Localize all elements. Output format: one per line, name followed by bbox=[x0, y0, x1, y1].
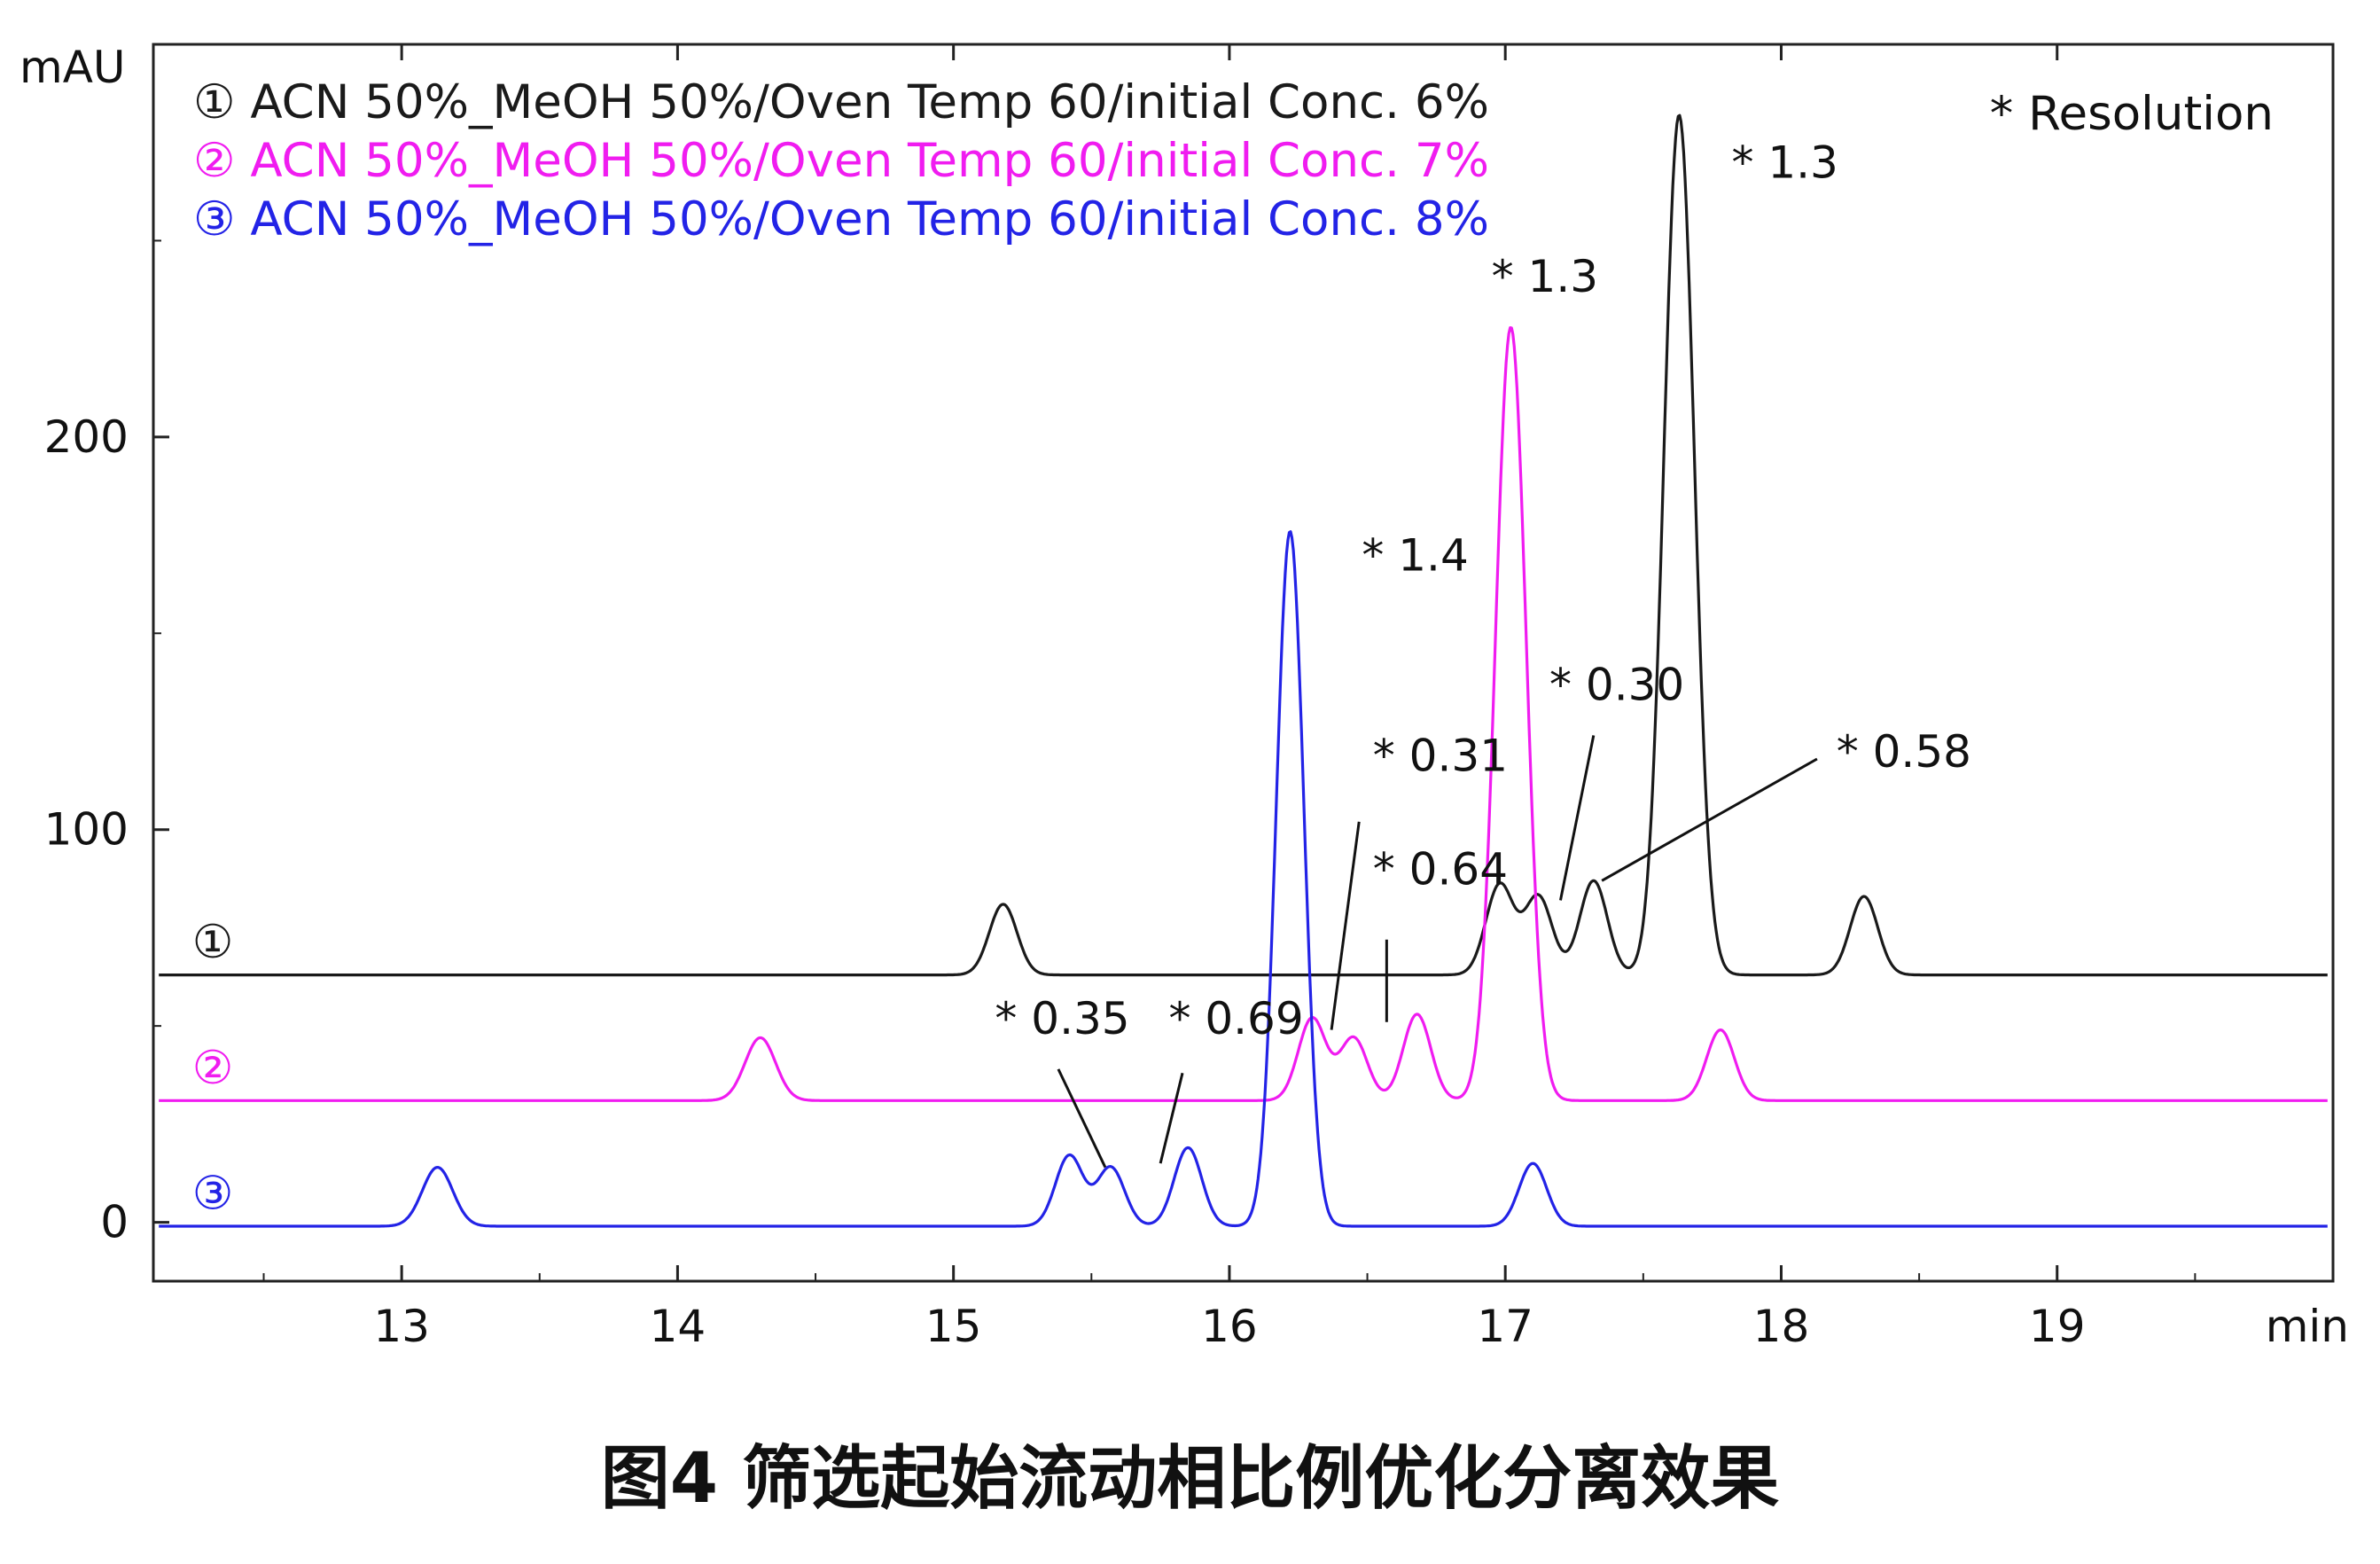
annotation-leader bbox=[1330, 821, 1361, 1030]
x-tick-label: 13 bbox=[373, 1301, 430, 1352]
y-axis-label: mAU bbox=[20, 42, 126, 93]
figure-caption: 图4 筛选起始流动相比例优化分离效果 bbox=[600, 1439, 1780, 1519]
y-tick-label: 200 bbox=[44, 411, 129, 463]
annotation-leader bbox=[1601, 757, 1818, 882]
resolution-label: * 0.69 bbox=[1168, 993, 1303, 1044]
y-tick-label: 100 bbox=[44, 804, 129, 856]
y-tick-label: 0 bbox=[100, 1197, 129, 1248]
annotation-leaders bbox=[1057, 735, 1818, 1169]
x-tick-label: 17 bbox=[1477, 1301, 1533, 1352]
series-marker-2: ② bbox=[192, 1042, 234, 1095]
resolution-label: * 1.4 bbox=[1362, 529, 1468, 581]
resolution-label: * 0.35 bbox=[995, 993, 1129, 1044]
legend-entry-3: ③ ACN 50%_MeOH 50%/Oven Temp 60/initial … bbox=[193, 192, 1489, 246]
x-tick-label: 15 bbox=[925, 1301, 982, 1352]
x-axis-label: min bbox=[2266, 1301, 2349, 1352]
series-marker-3: ③ bbox=[192, 1168, 234, 1221]
annotation-labels: * 1.3 * 1.3 * 1.4 * 0.31 * 0.64 * 0.30 * 0.58 *… bbox=[995, 137, 1971, 1044]
resolution-label: * 0.64 bbox=[1373, 844, 1508, 895]
legend-note: * Resolution bbox=[1990, 87, 2274, 141]
annotation-leader bbox=[1558, 735, 1596, 901]
x-tick-label: 14 bbox=[650, 1301, 706, 1352]
legend: ① ACN 50%_MeOH 50%/Oven Temp 60/initial … bbox=[193, 75, 2274, 246]
annotation-leader bbox=[1057, 1068, 1107, 1169]
resolution-label: * 0.58 bbox=[1837, 726, 1971, 778]
x-tick-label: 19 bbox=[2029, 1301, 2086, 1352]
plot-frame bbox=[152, 43, 2335, 1283]
legend-entry-2: ② ACN 50%_MeOH 50%/Oven Temp 60/initial … bbox=[193, 134, 1489, 188]
series-line-2 bbox=[159, 326, 2328, 1102]
annotation-leader bbox=[1159, 1072, 1184, 1164]
legend-entry-1: ① ACN 50%_MeOH 50%/Oven Temp 60/initial … bbox=[193, 75, 1489, 129]
series-line-3 bbox=[159, 530, 2328, 1228]
traces: ① ② ③ bbox=[159, 113, 2328, 1228]
x-tick-label: 18 bbox=[1753, 1301, 1810, 1352]
resolution-label: * 0.31 bbox=[1373, 730, 1508, 781]
series-line-1 bbox=[159, 113, 2328, 977]
resolution-label: * 1.3 bbox=[1731, 137, 1838, 189]
series-marker-1: ① bbox=[192, 916, 234, 969]
x-tick-label: 16 bbox=[1201, 1301, 1258, 1352]
resolution-label: * 1.3 bbox=[1492, 251, 1598, 302]
axes: 13 14 15 16 17 18 19 0 100 200 mAU min bbox=[20, 42, 2349, 1352]
resolution-label: * 0.30 bbox=[1549, 660, 1684, 711]
